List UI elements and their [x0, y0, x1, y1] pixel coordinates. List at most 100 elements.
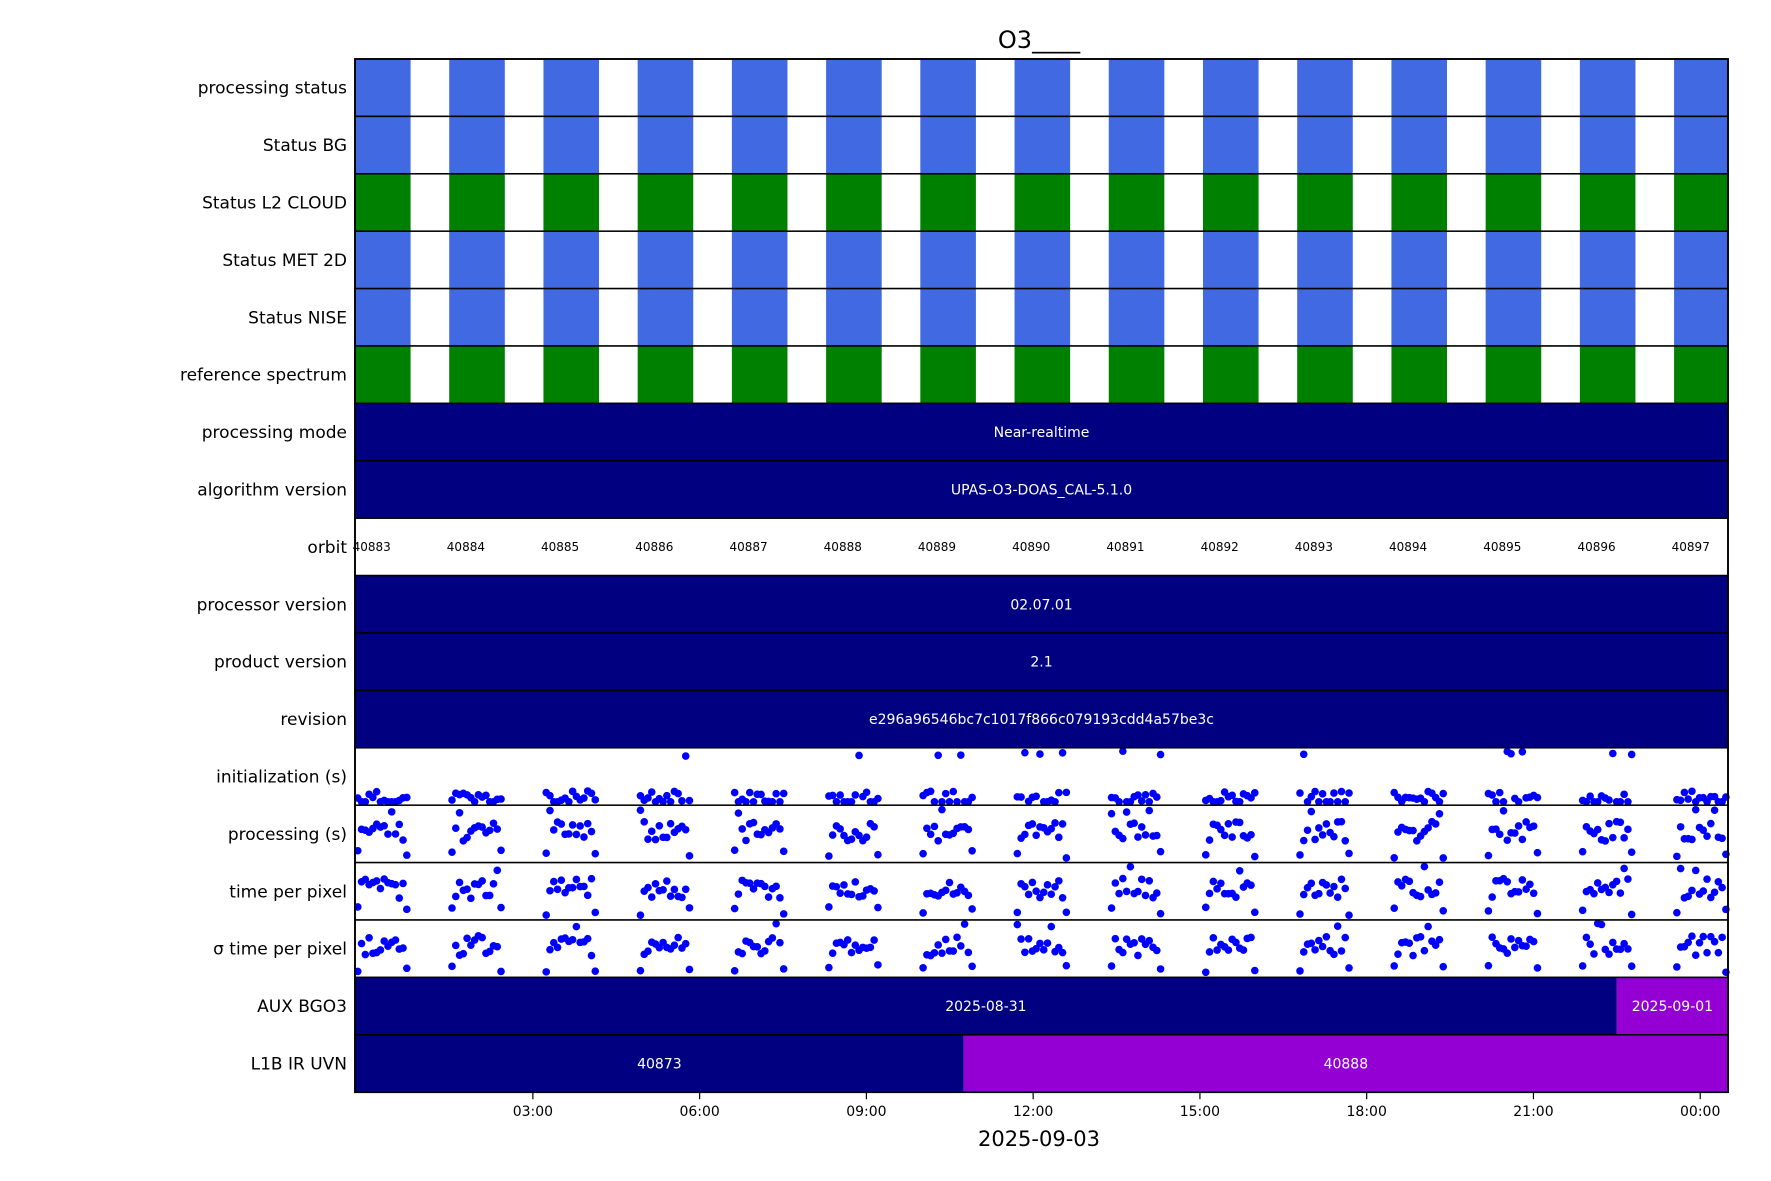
- data-point: [572, 922, 581, 931]
- data-point: [1058, 948, 1067, 957]
- data-point: [681, 939, 690, 948]
- data-point: [1119, 834, 1127, 843]
- segment: [355, 1034, 964, 1093]
- data-point: [1488, 893, 1496, 901]
- data-point: [1703, 875, 1711, 883]
- data-point: [497, 967, 505, 976]
- data-point: [546, 945, 554, 954]
- x-axis: 03:00 06:00 09:00 12:00 15:00 18:00 21:00 00:00: [513, 1092, 1720, 1120]
- data-point: [1036, 939, 1044, 948]
- status-granule: [1391, 346, 1448, 404]
- orbit-number: 40896: [1577, 540, 1615, 554]
- orbit-number: 40897: [1672, 540, 1710, 554]
- data-point: [1115, 889, 1123, 898]
- data-point: [1201, 968, 1210, 977]
- data-point: [674, 933, 682, 942]
- data-point: [1507, 935, 1515, 943]
- data-point: [1250, 789, 1259, 797]
- data-point: [647, 893, 656, 901]
- data-point: [753, 943, 762, 951]
- data-point: [1039, 888, 1048, 897]
- data-point: [941, 886, 950, 895]
- x-tick-label: 06:00: [679, 1104, 719, 1120]
- data-point: [1137, 935, 1146, 943]
- data-point: [467, 894, 475, 903]
- data-point: [862, 833, 871, 841]
- status-granule: [826, 173, 882, 232]
- data-point: [580, 882, 588, 891]
- data-point: [395, 894, 404, 902]
- data-point: [1055, 877, 1063, 885]
- data-point: [644, 794, 652, 802]
- data-point: [1590, 950, 1598, 958]
- data-point: [960, 920, 969, 928]
- orbit-number: 40887: [729, 540, 767, 554]
- data-point: [1684, 795, 1692, 803]
- data-point: [493, 942, 502, 951]
- status-granule: [1108, 231, 1165, 289]
- data-point: [1156, 909, 1165, 918]
- row-label: processor version: [197, 595, 347, 615]
- data-point: [1013, 920, 1022, 929]
- row-initialization-s: initialization (s): [216, 747, 1730, 806]
- data-point: [1529, 937, 1538, 946]
- data-point: [1714, 948, 1723, 957]
- data-point: [1017, 935, 1025, 943]
- data-point: [1707, 819, 1715, 828]
- data-point: [497, 795, 505, 803]
- data-point: [734, 809, 743, 817]
- data-point: [568, 883, 577, 892]
- status-granule: [355, 59, 411, 117]
- data-point: [964, 948, 973, 957]
- row-product-version: 2.1 product version: [214, 632, 1729, 692]
- status-granule: [1014, 288, 1071, 346]
- segment: [963, 1034, 1728, 1093]
- data-point: [776, 938, 784, 947]
- data-point: [1036, 750, 1044, 758]
- data-point: [663, 791, 671, 800]
- data-point: [1341, 797, 1350, 806]
- status-granule: [1108, 59, 1165, 117]
- data-point: [403, 851, 411, 859]
- data-point: [1424, 922, 1432, 931]
- data-point: [1205, 948, 1214, 956]
- orbit-number: 40895: [1483, 540, 1521, 554]
- status-granule: [1485, 173, 1542, 232]
- x-tick-label: 09:00: [846, 1104, 886, 1120]
- data-point: [565, 797, 573, 806]
- data-point: [1492, 825, 1500, 833]
- data-point: [1115, 797, 1123, 806]
- data-point: [1250, 966, 1259, 975]
- data-point: [451, 892, 460, 901]
- data-point: [934, 751, 942, 760]
- data-point: [1688, 932, 1696, 940]
- row-label: product version: [214, 653, 347, 673]
- data-point: [1235, 867, 1244, 875]
- data-point: [1013, 849, 1022, 858]
- data-point: [463, 885, 471, 894]
- data-point: [1710, 937, 1719, 946]
- chart-title: O3____: [998, 26, 1081, 54]
- data-point: [482, 791, 490, 800]
- data-point: [1710, 806, 1719, 815]
- data-point: [1514, 822, 1523, 830]
- data-point: [681, 752, 690, 760]
- data-point: [647, 827, 656, 836]
- data-point: [685, 965, 694, 974]
- data-point: [387, 808, 396, 816]
- data-point: [1673, 963, 1681, 971]
- data-point: [926, 787, 935, 796]
- status-granule: [1674, 173, 1728, 232]
- status-granule: [355, 288, 411, 346]
- data-point: [734, 890, 743, 898]
- data-point: [874, 961, 882, 969]
- data-point: [949, 787, 958, 796]
- data-point: [1111, 934, 1120, 943]
- data-point: [1673, 908, 1681, 917]
- data-point: [938, 797, 946, 806]
- status-granule: [355, 346, 411, 404]
- data-point: [1058, 820, 1067, 828]
- status-granule: [449, 231, 505, 289]
- status-granule: [1674, 116, 1728, 174]
